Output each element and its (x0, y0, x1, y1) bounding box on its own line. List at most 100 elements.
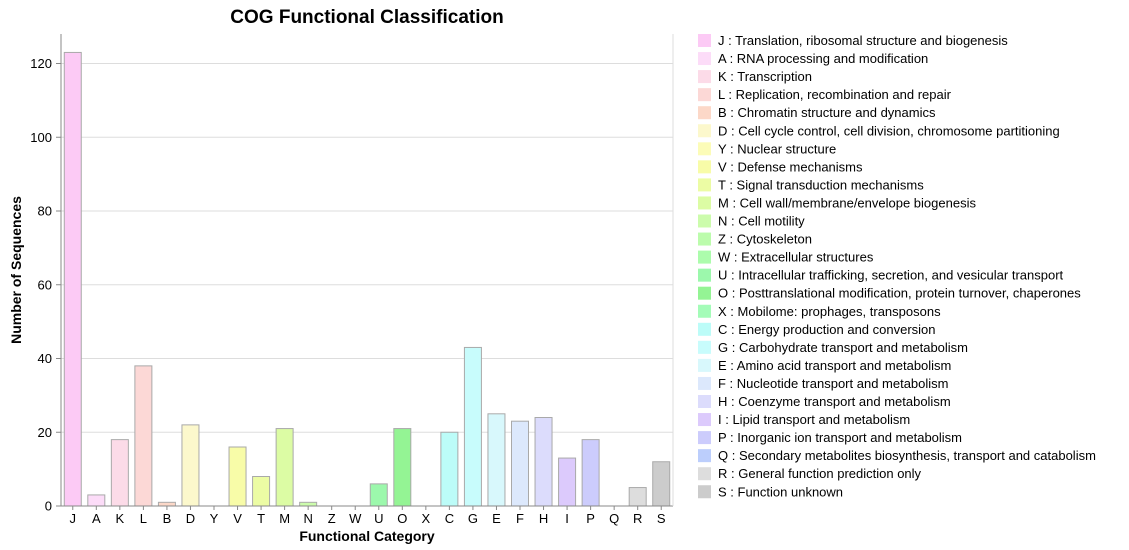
legend-swatch-A (698, 52, 711, 66)
x-tick-label-C: C (445, 511, 454, 526)
x-tick-label-E: E (492, 511, 501, 526)
x-tick-label-W: W (349, 511, 362, 526)
legend-swatch-Z (698, 232, 711, 246)
bar-O (393, 428, 412, 507)
legend-swatch-J (698, 34, 711, 47)
x-tick-label-R: R (633, 511, 642, 526)
legend-swatch-H (698, 395, 711, 408)
legend-swatch-R (698, 467, 711, 481)
legend-label-D: D : Cell cycle control, cell division, c… (718, 123, 1060, 138)
bar-J (63, 51, 82, 507)
legend-label-I: I : Lipid transport and metabolism (718, 412, 910, 427)
legend-label-O: O : Posttranslational modification, prot… (718, 286, 1081, 301)
y-tick-label: 40 (38, 351, 52, 366)
x-tick-label-P: P (586, 511, 595, 526)
legend-label-C: C : Energy production and conversion (718, 322, 936, 337)
legend-label-E: E : Amino acid transport and metabolism (718, 358, 951, 373)
legend-label-U: U : Intracellular trafficking, secretion… (718, 268, 1064, 283)
y-tick-label: 120 (30, 56, 52, 71)
bar-B (157, 501, 176, 507)
x-tick-label-J: J (70, 511, 77, 526)
legend-label-Q: Q : Secondary metabolites biosynthesis, … (718, 448, 1096, 463)
x-tick-label-Y: Y (210, 511, 219, 526)
legend-swatch-S (698, 485, 711, 499)
legend-label-Y: Y : Nuclear structure (718, 141, 836, 156)
legend-swatch-K (698, 70, 711, 84)
legend-swatch-L (698, 88, 711, 102)
y-tick-label: 20 (38, 425, 52, 440)
x-tick-label-H: H (539, 511, 548, 526)
x-tick-label-L: L (140, 511, 147, 526)
legend-label-V: V : Defense mechanisms (718, 159, 863, 174)
legend-swatch-X (698, 304, 711, 318)
y-tick-label: 60 (38, 277, 52, 292)
x-tick-label-B: B (163, 511, 172, 526)
x-tick-label-Z: Z (328, 511, 336, 526)
x-tick-label-D: D (186, 511, 195, 526)
legend: J : Translation, ribosomal structure and… (698, 33, 1096, 499)
y-tick-label: 100 (30, 130, 52, 145)
legend-label-X: X : Mobilome: prophages, transposons (718, 304, 941, 319)
bar-C (440, 431, 459, 507)
x-tick-label-K: K (116, 511, 125, 526)
x-tick-label-V: V (233, 511, 242, 526)
legend-label-K: K : Transcription (718, 69, 812, 84)
x-tick-label-U: U (374, 511, 383, 526)
x-tick-label-M: M (279, 511, 290, 526)
bar-N (299, 501, 318, 507)
gridlines (61, 63, 673, 433)
legend-label-T: T : Signal transduction mechanisms (718, 177, 924, 192)
legend-label-S: S : Function unknown (718, 484, 843, 499)
bar-G (463, 346, 482, 507)
legend-swatch-C (698, 322, 711, 336)
x-tick-label-X: X (422, 511, 431, 526)
bar-L (134, 365, 153, 507)
legend-swatch-W (698, 250, 711, 264)
legend-label-H: H : Coenzyme transport and metabolism (718, 394, 951, 409)
x-tick-label-S: S (657, 511, 666, 526)
y-tick-label: 80 (38, 204, 52, 219)
bar-P (581, 439, 600, 507)
bar-D (181, 424, 200, 507)
bar-F (511, 420, 529, 507)
bar-I (558, 457, 577, 507)
legend-swatch-Q (698, 449, 711, 463)
bar-A (87, 494, 106, 507)
legend-label-P: P : Inorganic ion transport and metaboli… (718, 430, 962, 445)
legend-label-M: M : Cell wall/membrane/envelope biogenes… (718, 195, 976, 210)
legend-label-A: A : RNA processing and modification (718, 51, 928, 66)
legend-swatch-P (698, 431, 711, 445)
y-tick-label: 0 (45, 499, 52, 514)
bar-R (628, 487, 647, 507)
legend-swatch-I (698, 413, 711, 427)
x-tick-label-I: I (565, 511, 569, 526)
legend-swatch-M (698, 196, 711, 210)
legend-swatch-Y (698, 142, 711, 156)
x-tick-label-T: T (257, 511, 265, 526)
legend-swatch-O (698, 286, 711, 300)
legend-swatch-T (698, 178, 711, 192)
legend-label-L: L : Replication, recombination and repai… (718, 87, 952, 102)
bar-T (252, 476, 271, 507)
x-tick-label-O: O (397, 511, 407, 526)
legend-label-W: W : Extracellular structures (718, 250, 874, 265)
legend-label-B: B : Chromatin structure and dynamics (718, 105, 936, 120)
y-axis-title: Number of Sequences (8, 196, 24, 344)
legend-label-G: G : Carbohydrate transport and metabolis… (718, 340, 968, 355)
legend-swatch-F (698, 376, 711, 390)
legend-label-F: F : Nucleotide transport and metabolism (718, 376, 949, 391)
y-ticks: 0 20 40 60 80 100 120 (30, 56, 61, 514)
x-tick-label-A: A (92, 511, 101, 526)
bar-H (534, 417, 553, 507)
bar-E (487, 413, 506, 507)
legend-label-N: N : Cell motility (718, 214, 805, 229)
x-tick-label-N: N (303, 511, 312, 526)
bar-M (275, 428, 294, 507)
legend-label-J: J : Translation, ribosomal structure and… (718, 33, 1008, 48)
legend-swatch-B (698, 106, 711, 120)
chart-title: COG Functional Classification (230, 7, 503, 28)
bars (63, 51, 671, 507)
legend-swatch-D (698, 124, 711, 138)
